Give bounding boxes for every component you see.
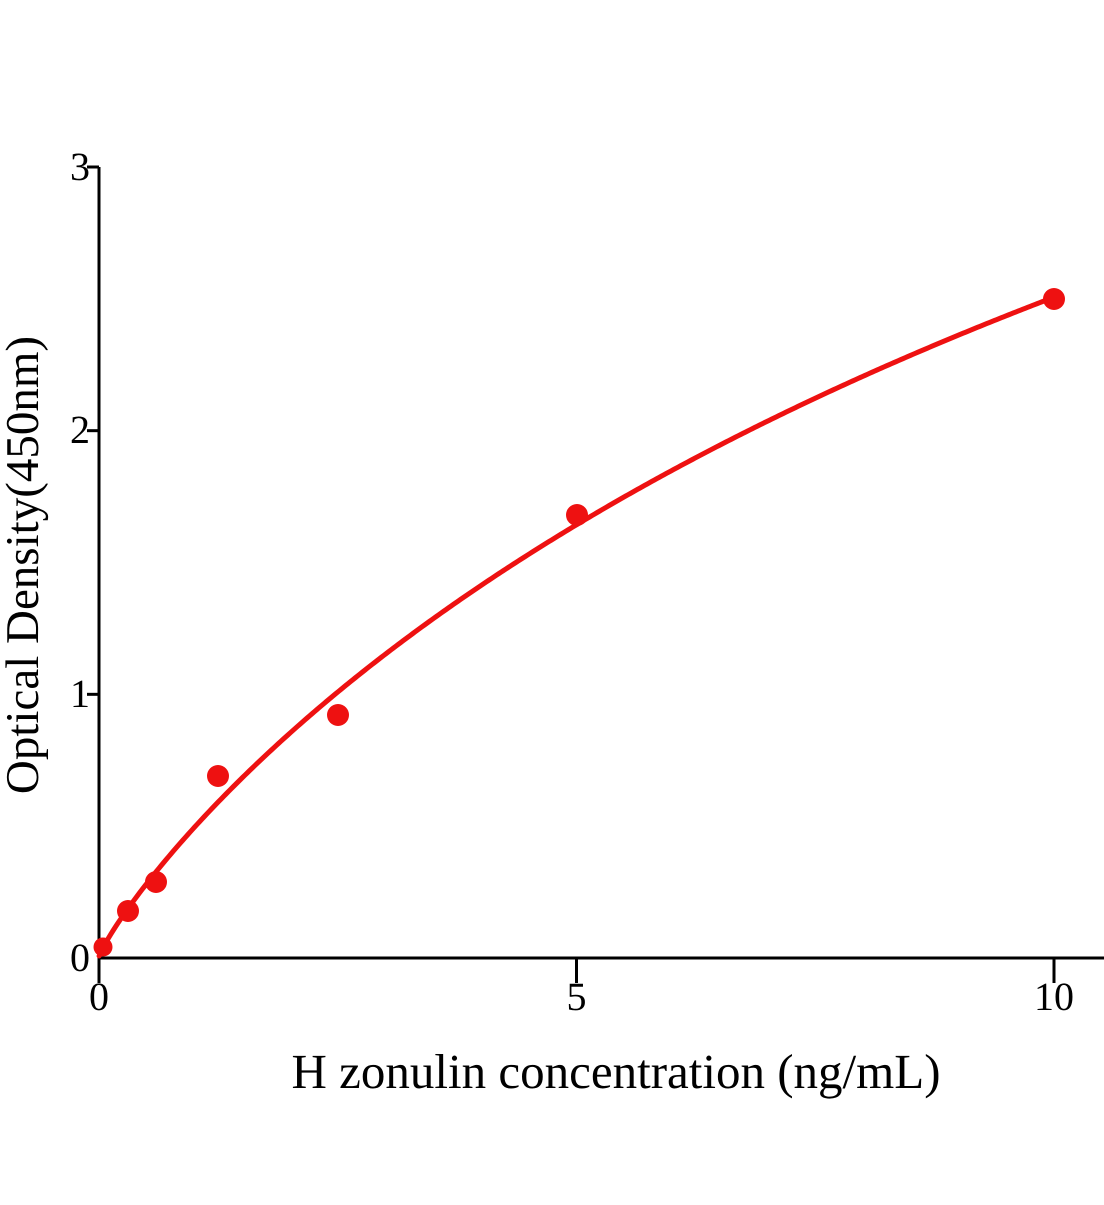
- svg-text:0: 0: [70, 935, 90, 980]
- svg-text:H zonulin concentration (ng/mL: H zonulin concentration (ng/mL): [291, 1044, 940, 1099]
- svg-text:Optical Density(450nm): Optical Density(450nm): [0, 336, 49, 794]
- svg-text:10: 10: [1034, 974, 1074, 1019]
- svg-text:0: 0: [89, 974, 109, 1019]
- svg-text:1: 1: [70, 671, 90, 716]
- svg-text:2: 2: [70, 407, 90, 452]
- svg-text:5: 5: [567, 974, 587, 1019]
- svg-text:3: 3: [70, 144, 90, 189]
